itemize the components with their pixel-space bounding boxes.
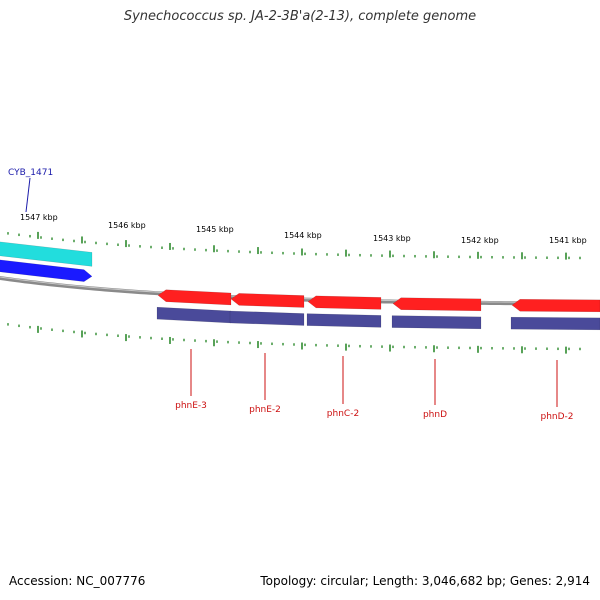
kbp-label: 1543 kbp [373, 234, 411, 243]
gene-label-phnd: phnD [423, 410, 447, 420]
gene-reverse-cds [510, 316, 600, 331]
accession-text: Accession: NC_007776 [9, 574, 146, 588]
kbp-label: 1546 kbp [108, 221, 146, 230]
gene-reverse-cds [156, 306, 232, 324]
gene-label-cyb1471: CYB_1471 [8, 168, 53, 178]
gene-reverse-cds [306, 313, 382, 328]
genome-title: Synechococcus sp. JA-2-3B'a(2-13), compl… [123, 9, 477, 24]
gene-reverse-arrow [307, 295, 382, 310]
kbp-label: 1547 kbp [20, 213, 58, 222]
gene-reverse-cds [391, 315, 482, 330]
kbp-label: 1542 kbp [461, 236, 499, 245]
gene-cyb1471-arrow [0, 259, 93, 282]
gene-cyb1471-highlight [0, 241, 93, 267]
leader-line [25, 177, 31, 213]
gene-reverse-arrow [392, 297, 482, 312]
kbp-label: 1545 kbp [196, 225, 234, 234]
kbp-ticks-outer [7, 231, 581, 260]
kbp-label: 1544 kbp [284, 231, 322, 240]
gene-label-phnd-2: phnD-2 [540, 412, 573, 422]
gene-label-phne-2: phnE-2 [249, 405, 281, 415]
kbp-scale-labels: 1547 kbp 1546 kbp 1545 kbp 1544 kbp 1543 kbp… [20, 213, 587, 245]
gene-reverse-arrow [230, 293, 305, 308]
kbp-label: 1541 kbp [549, 236, 587, 245]
gene-label-phnc-2: phnC-2 [327, 409, 359, 419]
gene-reverse-arrow [511, 299, 600, 313]
gene-reverse-arrow [157, 289, 232, 306]
gene-reverse-cds [229, 310, 305, 326]
gene-label-phne-3: phnE-3 [175, 401, 207, 411]
gene-track [0, 241, 600, 331]
genome-stats-text: Topology: circular; Length: 3,046,682 bp… [260, 574, 590, 588]
gene-labels: CYB_1471 phnE-3 phnE-2 phnC-2 phnD phnD-2 [8, 168, 574, 422]
kbp-ticks-inner [7, 323, 581, 354]
